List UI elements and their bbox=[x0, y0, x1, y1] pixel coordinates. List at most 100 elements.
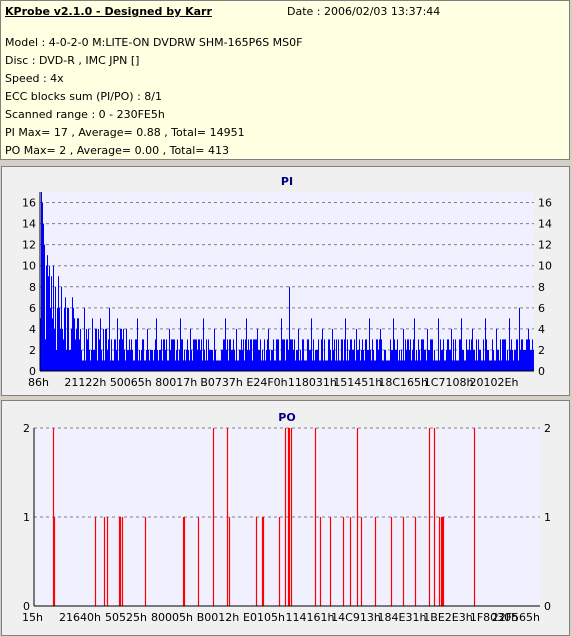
disc-line: Disc : DVD-R , IMC JPN [] bbox=[5, 54, 140, 67]
pi-bar bbox=[459, 339, 460, 371]
pi-bar bbox=[456, 360, 457, 371]
pi-bar bbox=[331, 360, 332, 371]
pi-bar bbox=[406, 349, 407, 371]
pi-bar bbox=[469, 339, 470, 371]
pi-bar bbox=[94, 349, 95, 371]
pi-bar bbox=[50, 307, 51, 371]
pi-bar bbox=[170, 349, 171, 371]
pi-bar bbox=[51, 276, 52, 371]
pi-bar bbox=[109, 307, 110, 371]
pi-bar bbox=[158, 360, 159, 371]
pi-bar bbox=[263, 360, 264, 371]
pi-bar bbox=[87, 339, 88, 371]
pi-bar bbox=[466, 339, 467, 371]
pi-bar bbox=[297, 349, 298, 371]
pi-bar bbox=[281, 318, 282, 371]
x-tick-label: 21640h bbox=[59, 611, 101, 624]
pi-bar bbox=[187, 339, 188, 371]
pi-bar bbox=[514, 349, 515, 371]
pi-bar bbox=[195, 339, 196, 371]
pi-bar bbox=[327, 360, 328, 371]
pi-bar bbox=[489, 360, 490, 371]
pi-bar bbox=[112, 360, 113, 371]
x-tick-label: 80017h bbox=[155, 376, 197, 389]
chart-title: PI bbox=[281, 175, 293, 188]
pi-bar bbox=[334, 339, 335, 371]
pi-bar bbox=[49, 265, 50, 371]
pi-bar bbox=[383, 360, 384, 371]
pi-bar bbox=[140, 360, 141, 371]
pi-bar bbox=[337, 360, 338, 371]
pi-bar bbox=[340, 360, 341, 371]
pi-bar bbox=[318, 339, 319, 371]
pi-bar bbox=[203, 318, 204, 371]
pi-bar bbox=[521, 339, 522, 371]
x-tick-label: E24F0h bbox=[246, 376, 287, 389]
pi-bar bbox=[345, 318, 346, 371]
pi-bar bbox=[178, 360, 179, 371]
pi-bar bbox=[360, 360, 361, 371]
y-tick-label-left: 12 bbox=[22, 239, 36, 252]
pi-bar bbox=[85, 360, 86, 371]
pi-bar bbox=[522, 339, 523, 371]
pi-bar bbox=[205, 360, 206, 371]
pi-bar bbox=[377, 339, 378, 371]
pi-bar bbox=[315, 349, 316, 371]
x-tick-label: 50065h bbox=[110, 376, 152, 389]
pi-bar bbox=[74, 318, 75, 371]
pi-bar bbox=[316, 349, 317, 371]
pi-bar bbox=[451, 328, 452, 371]
y-tick-label-left: 6 bbox=[29, 302, 36, 315]
pi-bar bbox=[505, 339, 506, 371]
x-tick-label: 86h bbox=[28, 376, 49, 389]
pi-bar bbox=[179, 349, 180, 371]
pi-bar bbox=[56, 349, 57, 371]
pi-bar bbox=[92, 318, 93, 371]
range-line: Scanned range : 0 - 230FE5h bbox=[5, 108, 165, 121]
pi-bar bbox=[341, 339, 342, 371]
pi-bar bbox=[501, 360, 502, 371]
pi-bar bbox=[114, 339, 115, 371]
pi-bar bbox=[400, 360, 401, 371]
pi-bar bbox=[249, 349, 250, 371]
pi-bar bbox=[455, 339, 456, 371]
pi-bar bbox=[355, 360, 356, 371]
pi-bar bbox=[310, 349, 311, 371]
pi-bar bbox=[484, 360, 485, 371]
pi-bar bbox=[390, 339, 391, 371]
pi-bar bbox=[287, 339, 288, 371]
pi-bar bbox=[212, 349, 213, 371]
pi-bar bbox=[147, 328, 148, 371]
pi-bar bbox=[275, 360, 276, 371]
pi-bar bbox=[440, 339, 441, 371]
pi-bar bbox=[102, 360, 103, 371]
pi-bar bbox=[268, 328, 269, 371]
pi-bar bbox=[398, 360, 399, 371]
pi-bar bbox=[410, 339, 411, 371]
pi-bar bbox=[518, 360, 519, 371]
pi-bar bbox=[362, 339, 363, 371]
pi-bar bbox=[380, 328, 381, 371]
pi-bar bbox=[228, 360, 229, 371]
pi-bar bbox=[491, 360, 492, 371]
pi-bar bbox=[289, 286, 290, 371]
x-tick-label: 18C165h bbox=[378, 376, 428, 389]
pi-bar bbox=[474, 349, 475, 371]
pi-bar bbox=[208, 339, 209, 371]
pi-bar bbox=[382, 360, 383, 371]
pi-bar bbox=[374, 360, 375, 371]
pi-bar bbox=[532, 339, 533, 371]
pi-bar bbox=[271, 349, 272, 371]
pi-bar bbox=[167, 360, 168, 371]
pi-bar bbox=[370, 349, 371, 371]
pi-bar bbox=[311, 318, 312, 371]
pi-bar bbox=[527, 339, 528, 371]
pi-bar bbox=[169, 328, 170, 371]
pi-bar bbox=[93, 349, 94, 371]
pi-bar bbox=[305, 360, 306, 371]
pi-bar bbox=[255, 339, 256, 371]
pi-bar bbox=[450, 349, 451, 371]
pi-bar bbox=[174, 339, 175, 371]
pi-bar bbox=[322, 328, 323, 371]
pi-bar bbox=[279, 360, 280, 371]
